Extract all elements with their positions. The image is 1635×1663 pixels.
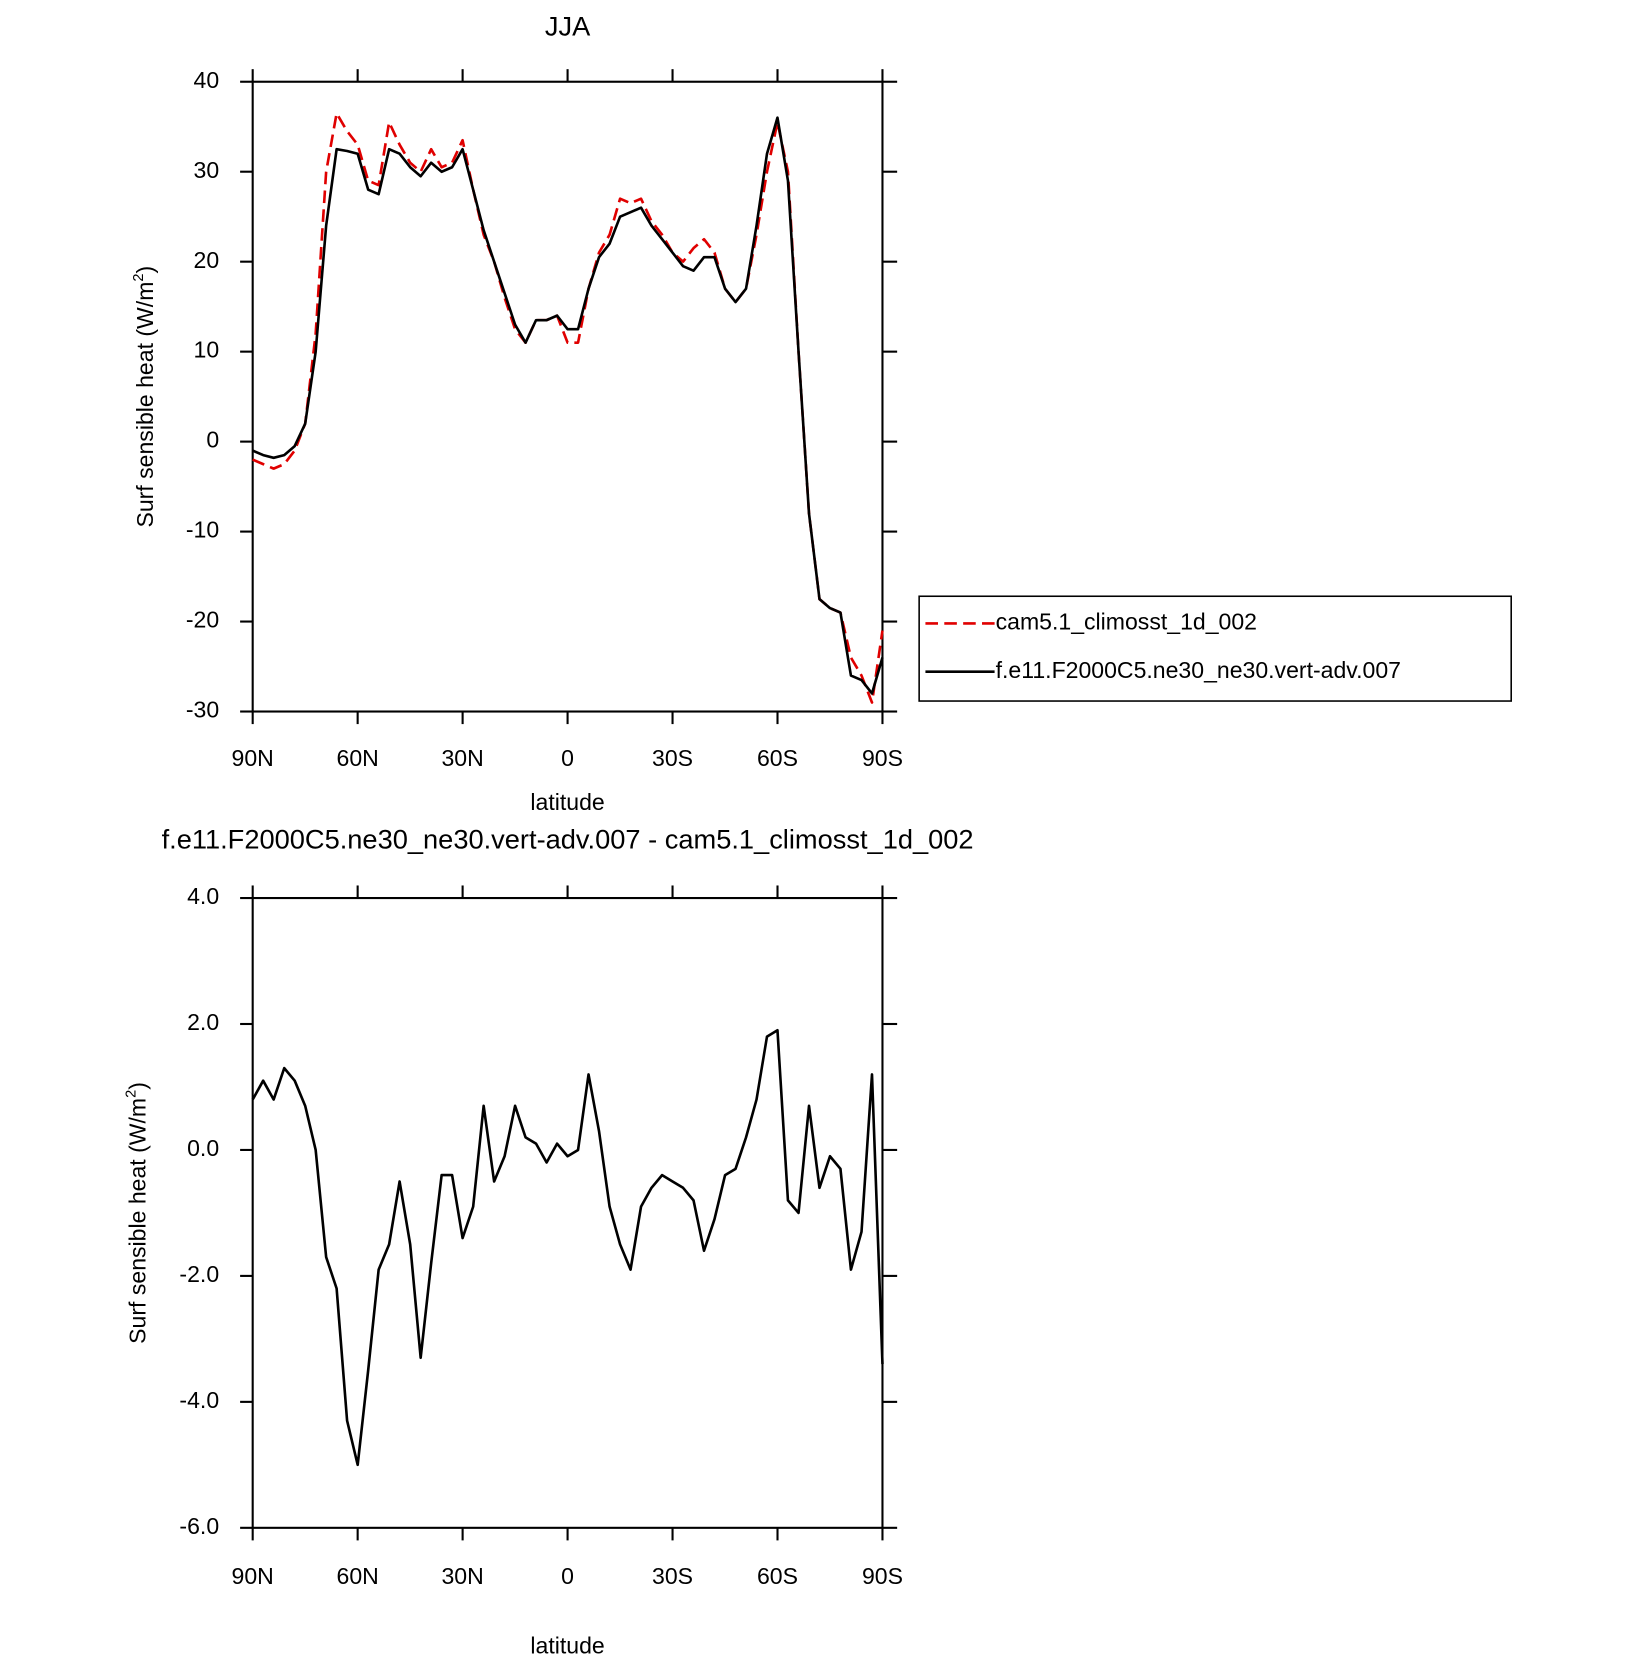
y-tick-label: 4.0	[187, 883, 219, 909]
x-tick-label: 30S	[652, 1563, 693, 1589]
x-axis-label: latitude	[530, 789, 604, 815]
y-tick-label: 0.0	[187, 1135, 219, 1161]
y-tick-label: 30	[194, 157, 220, 183]
y-tick-label: 2.0	[187, 1009, 219, 1035]
x-axis-label: latitude	[530, 1632, 604, 1658]
x-tick-label: 30N	[441, 1563, 483, 1589]
x-tick-label: 60N	[337, 745, 379, 771]
y-tick-label: -2.0	[179, 1261, 219, 1287]
x-tick-label: 90S	[862, 745, 903, 771]
x-tick-label: 30S	[652, 745, 693, 771]
data-line	[251, 1028, 884, 1467]
y-axis-label: Surf sensible heat (W/m2)	[131, 266, 158, 528]
chart-title: JJA	[545, 10, 591, 41]
y-tick-label: 40	[194, 67, 220, 93]
y-axis-label-part: 2	[123, 1090, 139, 1098]
x-tick-label: 60N	[337, 1563, 379, 1589]
chart-title: f.e11.F2000C5.ne30_ne30.vert-adv.007 - c…	[162, 824, 974, 855]
y-tick-label: -20	[186, 607, 219, 633]
y-axis-label-part: )	[132, 266, 158, 274]
chart: JJA latitude Surf sensible heat (W/m2) 40 30…	[131, 10, 1512, 815]
x-tick-label: 90N	[232, 745, 274, 771]
data-line	[252, 116, 884, 695]
y-tick-label: 20	[194, 247, 220, 273]
y-tick-label: 0	[206, 427, 219, 453]
y-axis-label: Surf sensible heat (W/m2)	[123, 1082, 150, 1344]
y-tick-label: 10	[194, 337, 220, 363]
y-tick-label: -6.0	[179, 1513, 219, 1539]
y-tick-label: -4.0	[179, 1387, 219, 1413]
y-tick-label: -30	[186, 697, 219, 723]
legend-label: cam5.1_climosst_1d_002	[996, 609, 1257, 635]
y-tick-label: -10	[186, 517, 219, 543]
x-tick-label: 90N	[232, 1563, 274, 1589]
x-tick-label: 60S	[757, 1563, 798, 1589]
x-tick-label: 60S	[757, 745, 798, 771]
y-axis-label-part: )	[125, 1082, 151, 1090]
x-tick-label: 0	[561, 745, 574, 771]
plot-frame	[251, 896, 884, 1529]
y-axis-label-part: Surf sensible heat (W/m	[132, 282, 158, 528]
data-line	[252, 111, 884, 704]
y-axis-label-part: 2	[131, 273, 147, 281]
chart: f.e11.F2000C5.ne30_ne30.vert-adv.007 - c…	[123, 824, 973, 1659]
legend-box	[918, 595, 1512, 702]
y-axis-label-part: Surf sensible heat (W/m	[125, 1098, 151, 1344]
x-tick-label: 90S	[862, 1563, 903, 1589]
legend-label: f.e11.F2000C5.ne30_ne30.vert-adv.007	[996, 657, 1401, 683]
x-tick-label: 0	[561, 1563, 574, 1589]
x-tick-label: 30N	[441, 745, 483, 771]
